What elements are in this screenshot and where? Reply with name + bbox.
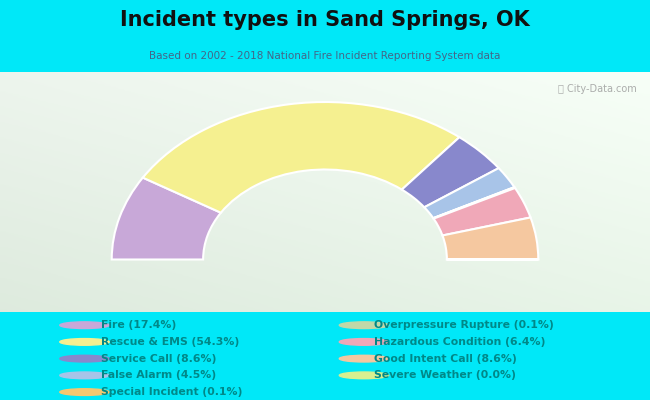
Text: Severe Weather (0.0%): Severe Weather (0.0%) <box>374 370 515 380</box>
Text: Overpressure Rupture (0.1%): Overpressure Rupture (0.1%) <box>374 320 554 330</box>
Circle shape <box>60 338 109 345</box>
Circle shape <box>60 322 109 328</box>
Circle shape <box>60 355 109 362</box>
Wedge shape <box>434 188 530 236</box>
Text: Based on 2002 - 2018 National Fire Incident Reporting System data: Based on 2002 - 2018 National Fire Incid… <box>150 51 500 61</box>
Text: Special Incident (0.1%): Special Incident (0.1%) <box>101 387 242 397</box>
Circle shape <box>60 389 109 396</box>
Text: Rescue & EMS (54.3%): Rescue & EMS (54.3%) <box>101 337 239 347</box>
Text: False Alarm (4.5%): False Alarm (4.5%) <box>101 370 216 380</box>
Text: ⓘ City-Data.com: ⓘ City-Data.com <box>558 84 637 94</box>
Text: Fire (17.4%): Fire (17.4%) <box>101 320 176 330</box>
Circle shape <box>339 355 389 362</box>
Text: Incident types in Sand Springs, OK: Incident types in Sand Springs, OK <box>120 10 530 30</box>
Wedge shape <box>443 218 538 260</box>
Wedge shape <box>424 168 514 218</box>
Circle shape <box>60 372 109 379</box>
Wedge shape <box>402 137 499 207</box>
Circle shape <box>339 338 389 345</box>
Text: Hazardous Condition (6.4%): Hazardous Condition (6.4%) <box>374 337 545 347</box>
Circle shape <box>339 322 389 328</box>
Wedge shape <box>434 188 515 219</box>
Circle shape <box>339 372 389 379</box>
Wedge shape <box>434 187 515 218</box>
Text: Service Call (8.6%): Service Call (8.6%) <box>101 354 216 364</box>
Wedge shape <box>112 178 221 260</box>
Wedge shape <box>143 102 460 213</box>
Text: Good Intent Call (8.6%): Good Intent Call (8.6%) <box>374 354 517 364</box>
